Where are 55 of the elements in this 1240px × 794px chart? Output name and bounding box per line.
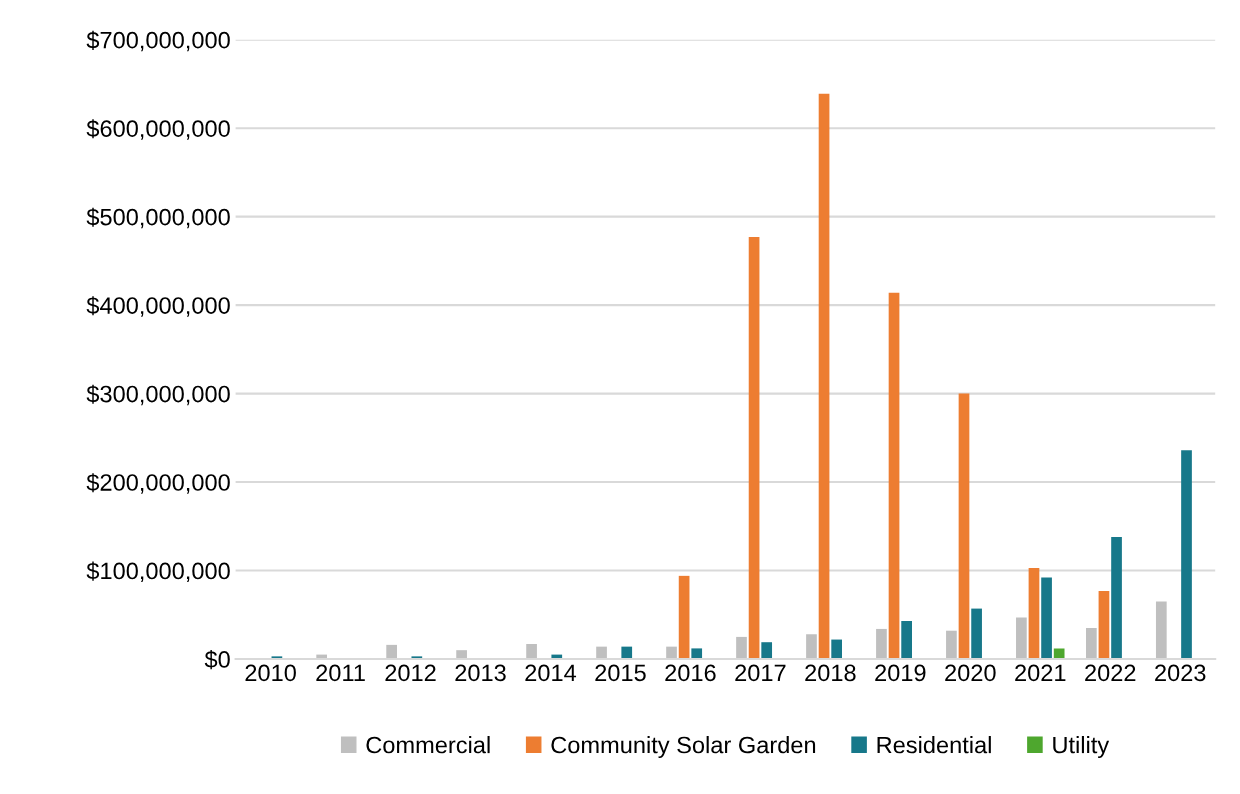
x-tick-label: 2010 bbox=[245, 664, 296, 682]
bar bbox=[748, 237, 760, 660]
bar bbox=[678, 575, 690, 660]
bar bbox=[888, 292, 900, 660]
bar bbox=[971, 608, 982, 660]
y-tick-label: $700,000,000 bbox=[86, 30, 230, 52]
bar bbox=[736, 636, 747, 660]
bar bbox=[901, 620, 912, 660]
bar bbox=[691, 648, 703, 660]
bar bbox=[876, 628, 887, 660]
bar bbox=[1053, 648, 1065, 660]
bar bbox=[1155, 601, 1167, 660]
bar bbox=[761, 642, 773, 660]
bar bbox=[818, 93, 830, 660]
y-tick-label: $300,000,000 bbox=[86, 384, 230, 406]
bar bbox=[1111, 536, 1122, 660]
legend-label: Utility bbox=[1053, 736, 1110, 759]
x-tick-label: 2021 bbox=[1015, 664, 1066, 682]
bar bbox=[1016, 617, 1027, 660]
bar bbox=[456, 650, 467, 660]
x-tick-label: 2018 bbox=[805, 664, 856, 682]
bar bbox=[596, 646, 607, 660]
x-tick-label: 2017 bbox=[735, 664, 786, 682]
y-tick-label: $200,000,000 bbox=[86, 473, 230, 494]
x-tick-label: 2020 bbox=[945, 664, 996, 682]
bar bbox=[946, 630, 957, 660]
bar bbox=[666, 646, 677, 660]
y-tick-label: $600,000,000 bbox=[86, 119, 230, 140]
x-tick-label: 2015 bbox=[595, 664, 646, 682]
x-tick-label: 2012 bbox=[385, 664, 436, 682]
bar bbox=[1181, 450, 1192, 660]
x-tick-label: 2011 bbox=[316, 664, 365, 682]
x-tick-label: 2016 bbox=[665, 664, 716, 682]
bar bbox=[1041, 577, 1052, 660]
bar bbox=[806, 634, 817, 660]
bar bbox=[1086, 628, 1097, 660]
y-tick-label: $100,000,000 bbox=[86, 561, 230, 583]
bar bbox=[1098, 590, 1110, 660]
x-tick-label: 2022 bbox=[1085, 664, 1136, 682]
x-tick-label: 2019 bbox=[875, 664, 926, 682]
x-tick-label: 2013 bbox=[455, 664, 506, 682]
x-tick-label: 2023 bbox=[1155, 664, 1206, 682]
legend-label: Residential bbox=[877, 736, 991, 754]
bar bbox=[958, 393, 970, 660]
bar bbox=[1028, 567, 1040, 660]
y-tick-label: $500,000,000 bbox=[86, 207, 230, 229]
y-tick-label: $400,000,000 bbox=[86, 296, 230, 317]
bar bbox=[526, 643, 537, 660]
legend-label: Community Solar Garden bbox=[551, 736, 816, 759]
bar bbox=[831, 639, 843, 660]
legend-label: Commercial bbox=[366, 736, 490, 754]
y-tick-label: $0 bbox=[204, 650, 230, 670]
bar bbox=[621, 646, 633, 660]
x-tick-label: 2014 bbox=[525, 664, 577, 682]
bar bbox=[386, 644, 397, 660]
